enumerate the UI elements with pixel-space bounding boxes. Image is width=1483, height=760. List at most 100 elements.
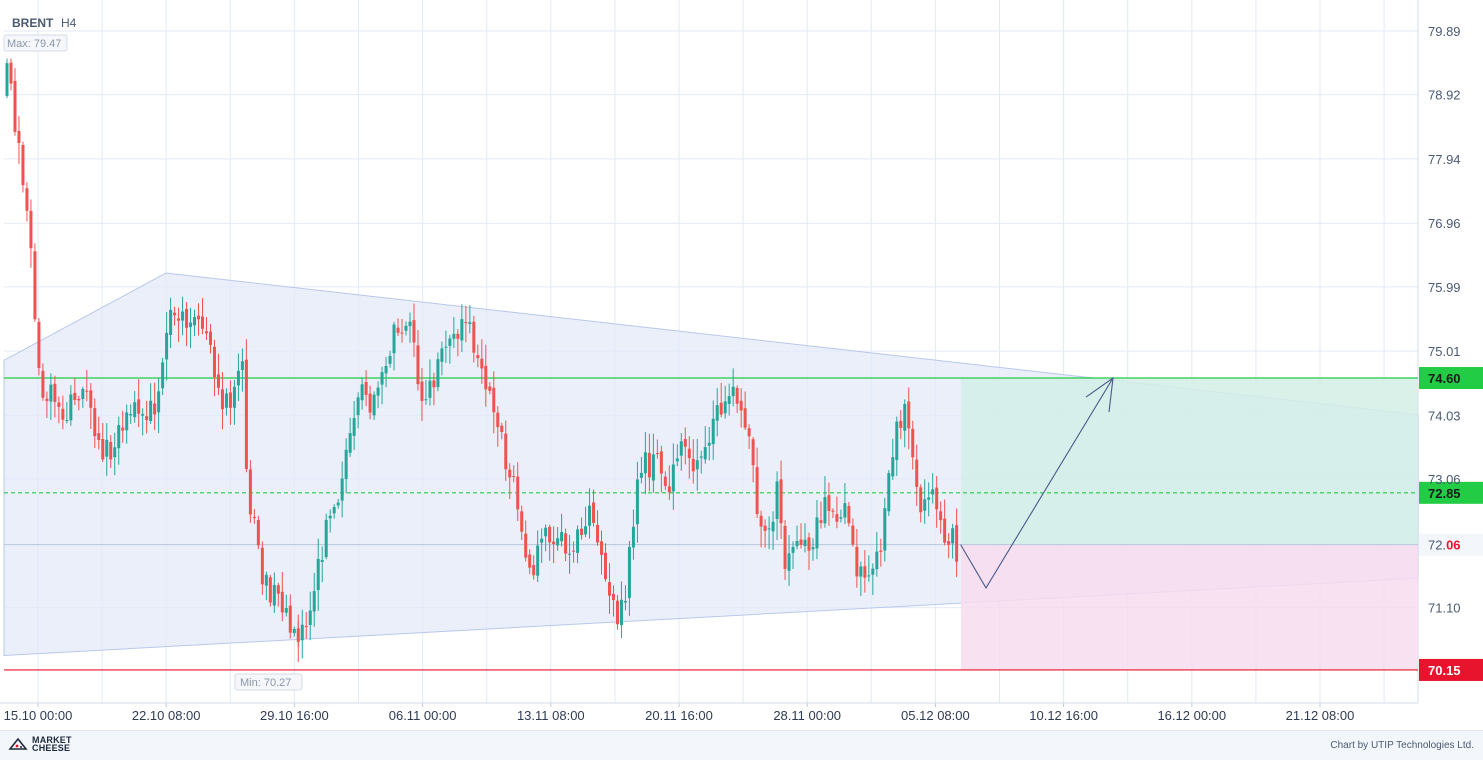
- candle-body: [452, 333, 456, 339]
- candle-body: [711, 418, 715, 445]
- candle-body: [783, 525, 787, 569]
- candle-body: [384, 366, 388, 374]
- x-tick-label: 16.12 00:00: [1157, 708, 1226, 723]
- candle-body: [121, 427, 125, 431]
- price-chart[interactable]: 74.60 72.85 72.06 70.15 79.89 78.92 77.94 76.9…: [0, 0, 1483, 730]
- candle-body: [480, 358, 484, 369]
- market-cheese-logo: MARKET CHEESE: [8, 736, 72, 753]
- candle-body: [165, 332, 169, 360]
- candle-body: [396, 327, 400, 333]
- candle-body: [731, 386, 735, 397]
- candle-body: [113, 447, 117, 458]
- candle-body: [627, 546, 631, 598]
- candle-body: [703, 447, 707, 460]
- candle-body: [687, 448, 691, 459]
- take-profit-badge: [1419, 367, 1483, 390]
- candle-body: [292, 628, 296, 634]
- candle-body: [739, 400, 743, 411]
- candle-body: [368, 393, 372, 413]
- candle-body: [867, 575, 871, 577]
- candle-body: [432, 380, 436, 388]
- candle-body: [799, 539, 803, 545]
- candle-body: [404, 325, 408, 331]
- candle-body: [903, 403, 907, 431]
- y-tick-label: 79.89: [1428, 24, 1461, 39]
- x-tick-label: 29.10 16:00: [260, 708, 329, 723]
- candle-body: [611, 593, 615, 601]
- y-tick-label: 74.03: [1428, 408, 1461, 423]
- candle-body: [460, 319, 464, 341]
- candle-body: [560, 532, 564, 542]
- entry-label: 72.85: [1428, 486, 1461, 501]
- candle-body: [444, 346, 448, 348]
- candle-body: [300, 624, 304, 641]
- candle-body: [927, 497, 931, 500]
- candle-body: [436, 359, 440, 388]
- candle-body: [859, 566, 863, 577]
- candle-body: [236, 370, 240, 386]
- candle-body: [408, 321, 412, 327]
- current-price-frac: 06: [1446, 538, 1460, 553]
- candle-body: [205, 331, 208, 334]
- min-marker: Min: 70.27: [234, 673, 303, 691]
- candle-body: [743, 408, 747, 428]
- forecast-path: [960, 377, 1114, 590]
- candle-body: [508, 469, 512, 478]
- candle-body: [464, 322, 468, 324]
- candle-body: [320, 559, 324, 562]
- candle-body: [61, 408, 65, 420]
- candle-body: [224, 393, 228, 408]
- candle-body: [863, 566, 867, 578]
- candle-body: [41, 370, 45, 398]
- candle-body: [185, 308, 189, 328]
- candle-body: [679, 441, 683, 456]
- candle-body: [532, 564, 536, 576]
- candle-body: [663, 476, 667, 487]
- candle-body: [268, 577, 272, 603]
- candle-body: [424, 399, 428, 401]
- forecast-arrowhead: [1085, 376, 1114, 413]
- candle-body: [600, 541, 604, 555]
- candle-body: [240, 361, 244, 370]
- candle-body: [659, 451, 663, 474]
- candle-body: [759, 515, 763, 527]
- candle-body: [456, 333, 460, 339]
- candle-body: [85, 390, 89, 392]
- candle-body: [428, 380, 432, 398]
- candle-body: [695, 460, 699, 470]
- x-tick-label: 13.11 08:00: [517, 708, 585, 723]
- take-profit-label: 74.60: [1428, 371, 1461, 386]
- candle-body: [133, 402, 137, 418]
- candle-body: [332, 506, 336, 514]
- candle-body: [348, 433, 352, 453]
- candle-body: [324, 519, 328, 558]
- candle-body: [544, 527, 548, 537]
- candle-body: [312, 591, 316, 612]
- candle-body: [631, 526, 635, 548]
- candle-body: [89, 390, 93, 408]
- candle-body: [37, 321, 41, 368]
- candle-body: [584, 526, 588, 535]
- candle-body: [871, 568, 875, 575]
- candle-body: [328, 515, 332, 519]
- candle-body: [201, 316, 205, 329]
- candle-body: [73, 392, 77, 401]
- candle-body: [360, 384, 364, 401]
- x-tick-label: 28.11 00:00: [773, 708, 841, 723]
- candle-body: [651, 454, 655, 481]
- candle-body: [899, 420, 903, 428]
- candle-body: [304, 626, 308, 628]
- candle-body: [939, 511, 943, 521]
- candle-body: [81, 388, 85, 400]
- candle-body: [568, 553, 572, 555]
- candle-body: [528, 554, 532, 568]
- candle-body: [879, 550, 883, 552]
- candle-body: [252, 516, 256, 518]
- candle-body: [17, 131, 21, 144]
- candle-body: [719, 402, 723, 415]
- candle-body: [216, 374, 220, 388]
- current-price-label: 72.06: [1428, 538, 1461, 553]
- candle-body: [807, 537, 811, 551]
- candle-body: [951, 528, 955, 544]
- candle-body: [65, 420, 69, 422]
